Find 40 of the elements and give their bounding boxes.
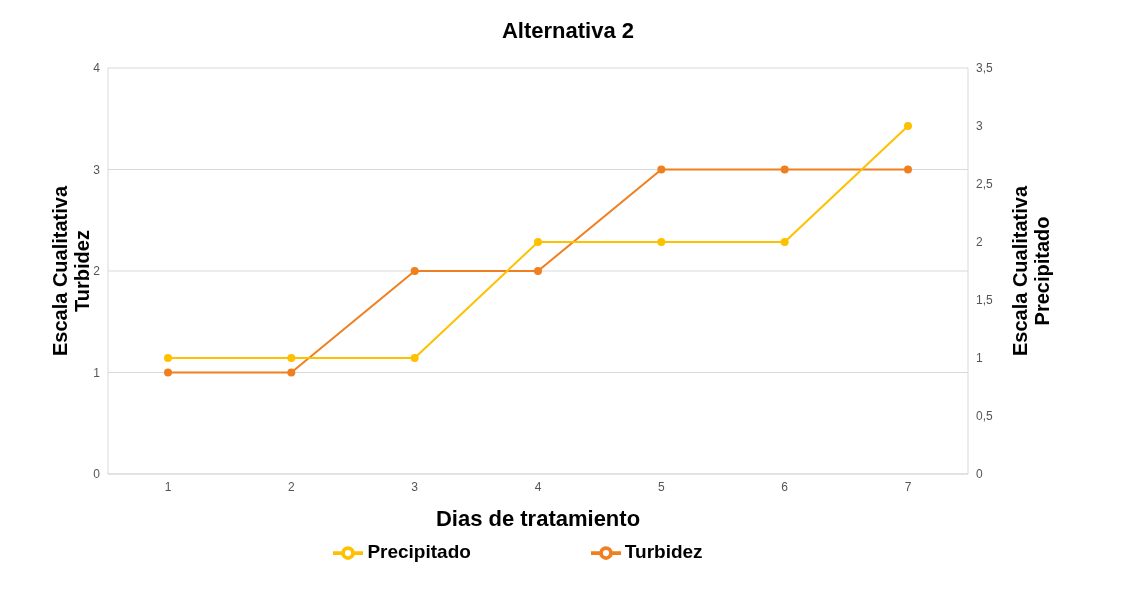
x-tick-label: 2 [287,479,295,494]
y-tick-label: 1 [93,365,101,380]
x-tick-label: 1 [164,479,172,494]
y2-tick-label: 0,5 [976,409,994,424]
x-axis-title: Dias de tratamiento [435,506,641,531]
point [780,238,789,246]
x-tick-label: 4 [534,479,542,494]
y2-tick-label: 1 [976,351,983,366]
x-tick-label: 3 [411,479,419,494]
x-tick-label: 7 [904,479,912,494]
point [410,354,419,362]
chart-title: Alternativa 2 [500,18,636,45]
y2-tick-label: 2 [976,235,983,250]
point [287,368,296,377]
y2-tick-label: 1,5 [976,293,994,308]
y-tick-label: 4 [93,61,101,76]
point [534,267,542,275]
point [534,238,542,246]
y2-tick-label: 3,5 [976,61,994,76]
y2-axis-title: Escala Cualitativa Precipitado [1009,185,1053,357]
point [904,165,912,174]
x-tick-label: 5 [657,479,665,494]
point [657,165,666,174]
x-tick-label: 6 [781,479,789,494]
y-tick-label: 2 [93,264,101,279]
legend-label: Turbidez [624,541,703,563]
point [657,238,666,246]
y2-tick-label: 0 [976,467,983,482]
y-tick-label: 0 [93,467,101,482]
point [164,354,172,362]
y2-tick-label: 3 [976,119,983,134]
legend-label: Precipitado [367,541,471,563]
y2-tick-label: 2,5 [976,177,994,192]
point [410,267,419,275]
point [164,368,172,377]
y-tick-label: 3 [93,162,101,177]
point [904,122,912,130]
point [780,165,789,174]
point [287,354,296,362]
y-axis-title: Escala Cualitativa Turbidez [49,185,93,357]
